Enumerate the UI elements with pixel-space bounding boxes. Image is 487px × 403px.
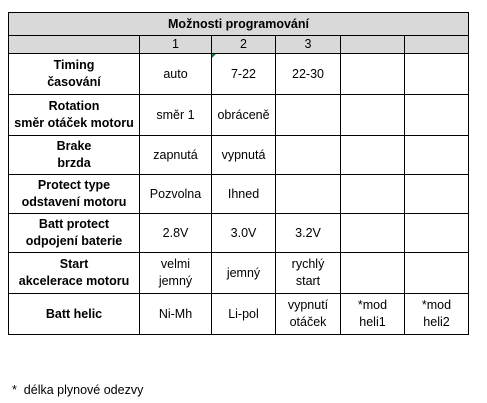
row-label-line: Start [59,257,89,271]
table-cell[interactable] [340,53,405,95]
column-header[interactable]: 1 [139,35,212,54]
row-label-line: Brake [56,139,92,153]
cell-text: vypnutí [287,298,329,312]
row-label-line: Timing [53,58,95,72]
table-row-start: Start akcelerace motoru velmi jemný jemn… [8,252,470,294]
table-cell[interactable]: 7-22 [211,53,276,95]
table-cell[interactable] [340,252,405,294]
column-header[interactable] [403,35,470,54]
cell-text: jemný [158,274,193,288]
cell-text: vypnutá [221,147,266,162]
cell-text: *mod [421,298,452,312]
row-label-line: směr otáček motoru [14,116,134,130]
cell-text: 2.8V [162,225,189,240]
table-cell[interactable]: 22-30 [275,53,341,95]
row-label-line: akcelerace motoru [18,274,130,288]
row-label-line: Protect type [37,178,111,192]
row-label-line: odstavení motoru [21,195,127,209]
cell-text: otáček [289,315,327,329]
column-header[interactable] [340,35,405,54]
cell-text: 3.2V [295,225,321,240]
row-label-line: Batt protect [38,217,110,231]
table-cell[interactable] [340,174,405,214]
column-header[interactable]: 3 [275,35,341,54]
table-cell[interactable]: 3.0V [211,213,276,253]
table-cell[interactable]: Ihned [211,174,276,214]
table-title[interactable]: Možnosti programování [7,12,470,36]
row-label[interactable]: Rotation směr otáček motoru [8,94,140,136]
table-row-rotation: Rotation směr otáček motoru směr 1 obrác… [8,94,470,136]
footnote[interactable]: * délka plynové odezvy [12,383,144,397]
cell-text: Li-pol [228,306,259,321]
table-cell[interactable]: auto [139,53,212,95]
table-cell[interactable] [403,53,470,95]
row-label[interactable]: Batt protect odpojení baterie [8,213,140,253]
table-cell[interactable] [403,174,470,214]
table-cell[interactable]: obráceně [211,94,276,136]
cell-text: Pozvolna [149,186,202,201]
cell-text: jemný [226,265,261,280]
cell-text: 22-30 [292,66,324,81]
cell-text: Ihned [227,186,260,201]
row-label-line: brzda [57,156,91,170]
cell-text: rychlý [291,257,325,271]
table-cell[interactable]: velmi jemný [139,252,212,294]
table-cell[interactable] [403,252,470,294]
row-label-line: Batt helic [45,306,103,321]
table-row-timing: Timing časování auto 7-22 22-30 [8,53,470,95]
table-row-batt-protect: Batt protect odpojení baterie 2.8V 3.0V … [8,213,470,253]
table-cell[interactable] [275,135,341,175]
cell-text: obráceně [217,107,270,122]
cell-text: 7-22 [230,66,257,81]
cell-text: auto [163,66,188,81]
cell-text: zapnutá [153,147,198,162]
spreadsheet-table: Možnosti programování 1 2 3 Timing časov… [7,12,470,335]
row-label-line: odpojení baterie [25,234,123,248]
column-header-row: 1 2 3 [8,35,470,54]
table-cell[interactable] [403,213,470,253]
table-row-protect-type: Protect type odstavení motoru Pozvolna I… [8,174,470,214]
table-cell[interactable]: *mod heli1 [340,293,405,335]
table-cell[interactable]: *mod heli2 [403,293,470,335]
table-cell[interactable]: jemný [211,252,276,294]
row-label[interactable]: Timing časování [8,53,140,95]
table-cell[interactable]: Pozvolna [139,174,212,214]
row-label-line: Rotation [48,99,100,113]
cell-text: start [295,274,321,288]
table-cell[interactable] [340,94,405,136]
table-cell[interactable] [340,135,405,175]
table-cell[interactable]: vypnutí otáček [275,293,341,335]
column-header[interactable] [8,35,140,54]
cell-text: velmi [160,257,191,271]
row-label[interactable]: Start akcelerace motoru [8,252,140,294]
cell-text: *mod [357,298,388,312]
title-row: Možnosti programování [7,12,470,36]
table-cell[interactable] [275,94,341,136]
row-label[interactable]: Protect type odstavení motoru [8,174,140,214]
table-cell[interactable] [340,213,405,253]
row-label[interactable]: Batt helic [8,293,140,335]
row-label[interactable]: Brake brzda [8,135,140,175]
cell-text: heli2 [423,315,450,329]
table-cell[interactable]: směr 1 [139,94,212,136]
table-cell[interactable]: Ni-Mh [139,293,212,335]
table-cell[interactable] [403,135,470,175]
cell-text: 3.0V [230,225,257,240]
cell-text: Ni-Mh [158,306,193,321]
table-row-brake: Brake brzda zapnutá vypnutá [8,135,470,175]
table-row-batt-helic: Batt helic Ni-Mh Li-pol vypnutí otáček *… [8,293,470,335]
programming-options-table: Možnosti programování 1 2 3 Timing časov… [7,12,470,335]
table-cell[interactable]: Li-pol [211,293,276,335]
column-header[interactable]: 2 [211,35,276,54]
cell-text: směr 1 [156,107,195,122]
table-cell[interactable]: rychlý start [275,252,341,294]
table-cell[interactable]: vypnutá [211,135,276,175]
table-cell[interactable] [403,94,470,136]
table-cell[interactable]: 3.2V [275,213,341,253]
table-cell[interactable]: 2.8V [139,213,212,253]
table-cell[interactable] [275,174,341,214]
cell-text: heli1 [359,315,386,329]
row-label-line: časování [47,75,101,89]
table-cell[interactable]: zapnutá [139,135,212,175]
